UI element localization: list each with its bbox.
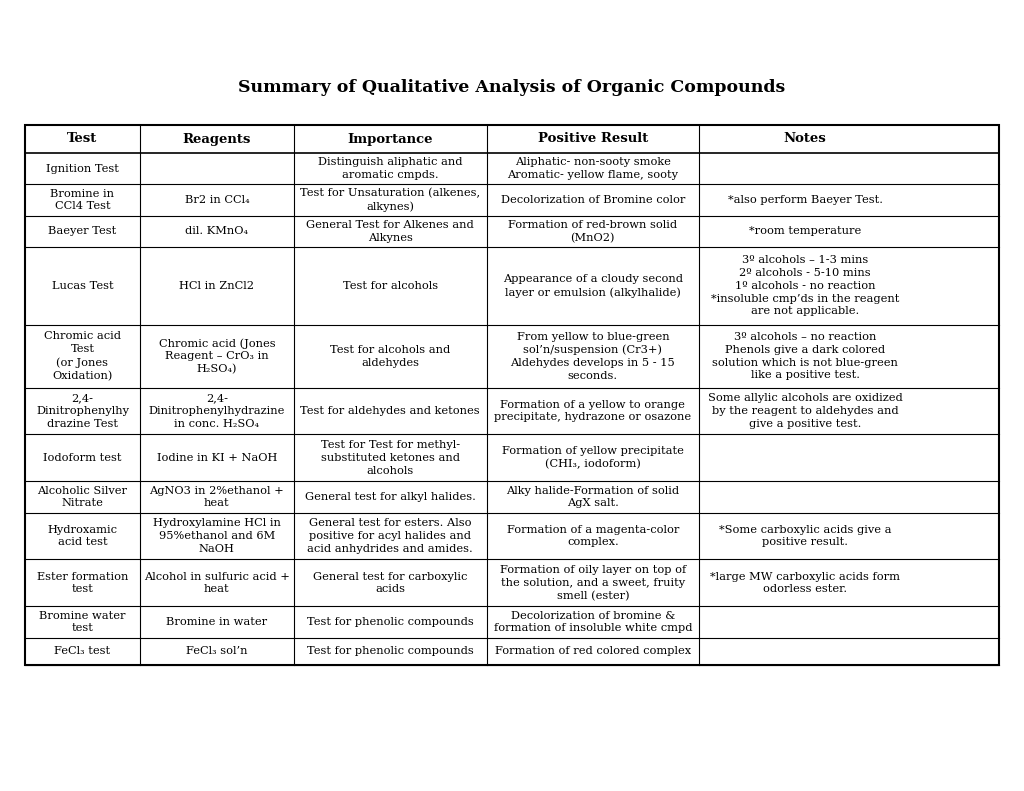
Text: Ester formation
test: Ester formation test	[37, 572, 128, 594]
Text: Test for alcohols and
aldehydes: Test for alcohols and aldehydes	[330, 345, 451, 368]
Text: Hydroxylamine HCl in
95%ethanol and 6M
NaOH: Hydroxylamine HCl in 95%ethanol and 6M N…	[153, 518, 281, 554]
Text: Appearance of a cloudy second
layer or emulsion (alkylhalide): Appearance of a cloudy second layer or e…	[503, 274, 683, 297]
Text: 3º alcohols – no reaction
Phenols give a dark colored
solution which is not blue: 3º alcohols – no reaction Phenols give a…	[713, 332, 898, 380]
Text: General Test for Alkenes and
Alkynes: General Test for Alkenes and Alkynes	[306, 220, 474, 243]
Text: Lucas Test: Lucas Test	[51, 281, 114, 291]
Text: Test for Unsaturation (alkenes,
alkynes): Test for Unsaturation (alkenes, alkynes)	[300, 188, 480, 212]
Text: Test for Test for methyl-
substituted ketones and
alcohols: Test for Test for methyl- substituted ke…	[321, 440, 460, 475]
Text: From yellow to blue-green
sol’n/suspension (Cr3+)
Aldehydes develops in 5 - 15
s: From yellow to blue-green sol’n/suspensi…	[511, 331, 675, 380]
Text: FeCl₃ sol’n: FeCl₃ sol’n	[186, 646, 248, 657]
Text: Bromine water
test: Bromine water test	[39, 611, 126, 634]
Text: General test for alkyl halides.: General test for alkyl halides.	[305, 492, 476, 502]
Text: *large MW carboxylic acids form
odorless ester.: *large MW carboxylic acids form odorless…	[711, 572, 900, 594]
Text: Hydroxamic
acid test: Hydroxamic acid test	[47, 524, 118, 547]
Text: Reagents: Reagents	[182, 133, 251, 146]
Text: Formation of oily layer on top of
the solution, and a sweet, fruity
smell (ester: Formation of oily layer on top of the so…	[500, 565, 686, 601]
Text: 2,4-
Dinitrophenylhy
drazine Test: 2,4- Dinitrophenylhy drazine Test	[36, 393, 129, 429]
Text: dil. KMnO₄: dil. KMnO₄	[185, 226, 249, 237]
Text: Test for aldehydes and ketones: Test for aldehydes and ketones	[300, 406, 480, 416]
Text: Alcoholic Silver
Nitrate: Alcoholic Silver Nitrate	[38, 486, 127, 509]
Text: *room temperature: *room temperature	[749, 226, 861, 237]
Text: HCl in ZnCl2: HCl in ZnCl2	[179, 281, 254, 291]
Text: Br2 in CCl₄: Br2 in CCl₄	[184, 195, 249, 205]
Text: Test for alcohols: Test for alcohols	[343, 281, 438, 291]
Text: Importance: Importance	[347, 133, 433, 146]
Text: AgNO3 in 2%ethanol +
heat: AgNO3 in 2%ethanol + heat	[150, 486, 285, 509]
Text: Positive Result: Positive Result	[538, 133, 648, 146]
Text: Baeyer Test: Baeyer Test	[48, 226, 117, 237]
Text: Test: Test	[68, 133, 97, 146]
Text: Chromic acid (Jones
Reagent – CrO₃ in
H₂SO₄): Chromic acid (Jones Reagent – CrO₃ in H₂…	[159, 338, 275, 374]
Text: Decolorization of Bromine color: Decolorization of Bromine color	[501, 195, 685, 205]
Text: Bromine in
CCl4 Test: Bromine in CCl4 Test	[50, 188, 115, 211]
Text: General test for carboxylic
acids: General test for carboxylic acids	[313, 572, 467, 594]
Text: Distinguish aliphatic and
aromatic cmpds.: Distinguish aliphatic and aromatic cmpds…	[318, 157, 463, 180]
Text: 3º alcohols – 1-3 mins
2º alcohols - 5-10 mins
1º alcohols - no reaction
*insolu: 3º alcohols – 1-3 mins 2º alcohols - 5-1…	[711, 255, 899, 316]
Text: FeCl₃ test: FeCl₃ test	[54, 646, 111, 657]
Text: *Some carboxylic acids give a
positive result.: *Some carboxylic acids give a positive r…	[719, 524, 892, 547]
Text: Alky halide-Formation of solid
AgX salt.: Alky halide-Formation of solid AgX salt.	[506, 486, 679, 509]
Text: Chromic acid
Test
(or Jones
Oxidation): Chromic acid Test (or Jones Oxidation)	[44, 331, 121, 381]
Text: Iodine in KI + NaOH: Iodine in KI + NaOH	[157, 453, 278, 463]
Bar	[25, 125, 999, 665]
Text: Some allylic alcohols are oxidized
by the reagent to aldehydes and
give a positi: Some allylic alcohols are oxidized by th…	[708, 393, 902, 429]
Text: Formation of yellow precipitate
(CHI₃, iodoform): Formation of yellow precipitate (CHI₃, i…	[502, 446, 684, 470]
Text: Formation of a yellow to orange
precipitate, hydrazone or osazone: Formation of a yellow to orange precipit…	[495, 399, 691, 422]
Text: Test for phenolic compounds: Test for phenolic compounds	[307, 617, 474, 627]
Text: Iodoform test: Iodoform test	[43, 453, 122, 463]
Text: Decolorization of bromine &
formation of insoluble white cmpd: Decolorization of bromine & formation of…	[494, 611, 692, 634]
Text: Formation of a magenta-color
complex.: Formation of a magenta-color complex.	[507, 524, 679, 547]
Text: Notes: Notes	[783, 133, 826, 146]
Text: Summary of Qualitative Analysis of Organic Compounds: Summary of Qualitative Analysis of Organ…	[239, 80, 785, 97]
Text: Aliphatic- non-sooty smoke
Aromatic- yellow flame, sooty: Aliphatic- non-sooty smoke Aromatic- yel…	[507, 157, 678, 180]
Text: General test for esters. Also
positive for acyl halides and
acid anhydrides and : General test for esters. Also positive f…	[307, 518, 473, 554]
Text: Formation of red-brown solid
(MnO2): Formation of red-brown solid (MnO2)	[508, 220, 678, 243]
Text: Bromine in water: Bromine in water	[166, 617, 267, 627]
Text: Alcohol in sulfuric acid +
heat: Alcohol in sulfuric acid + heat	[144, 572, 290, 594]
Text: *also perform Baeyer Test.: *also perform Baeyer Test.	[728, 195, 883, 205]
Text: Test for phenolic compounds: Test for phenolic compounds	[307, 646, 474, 657]
Text: 2,4-
Dinitrophenylhydrazine
in conc. H₂SO₄: 2,4- Dinitrophenylhydrazine in conc. H₂S…	[148, 393, 285, 429]
Text: Ignition Test: Ignition Test	[46, 164, 119, 174]
Text: Formation of red colored complex: Formation of red colored complex	[495, 646, 691, 657]
